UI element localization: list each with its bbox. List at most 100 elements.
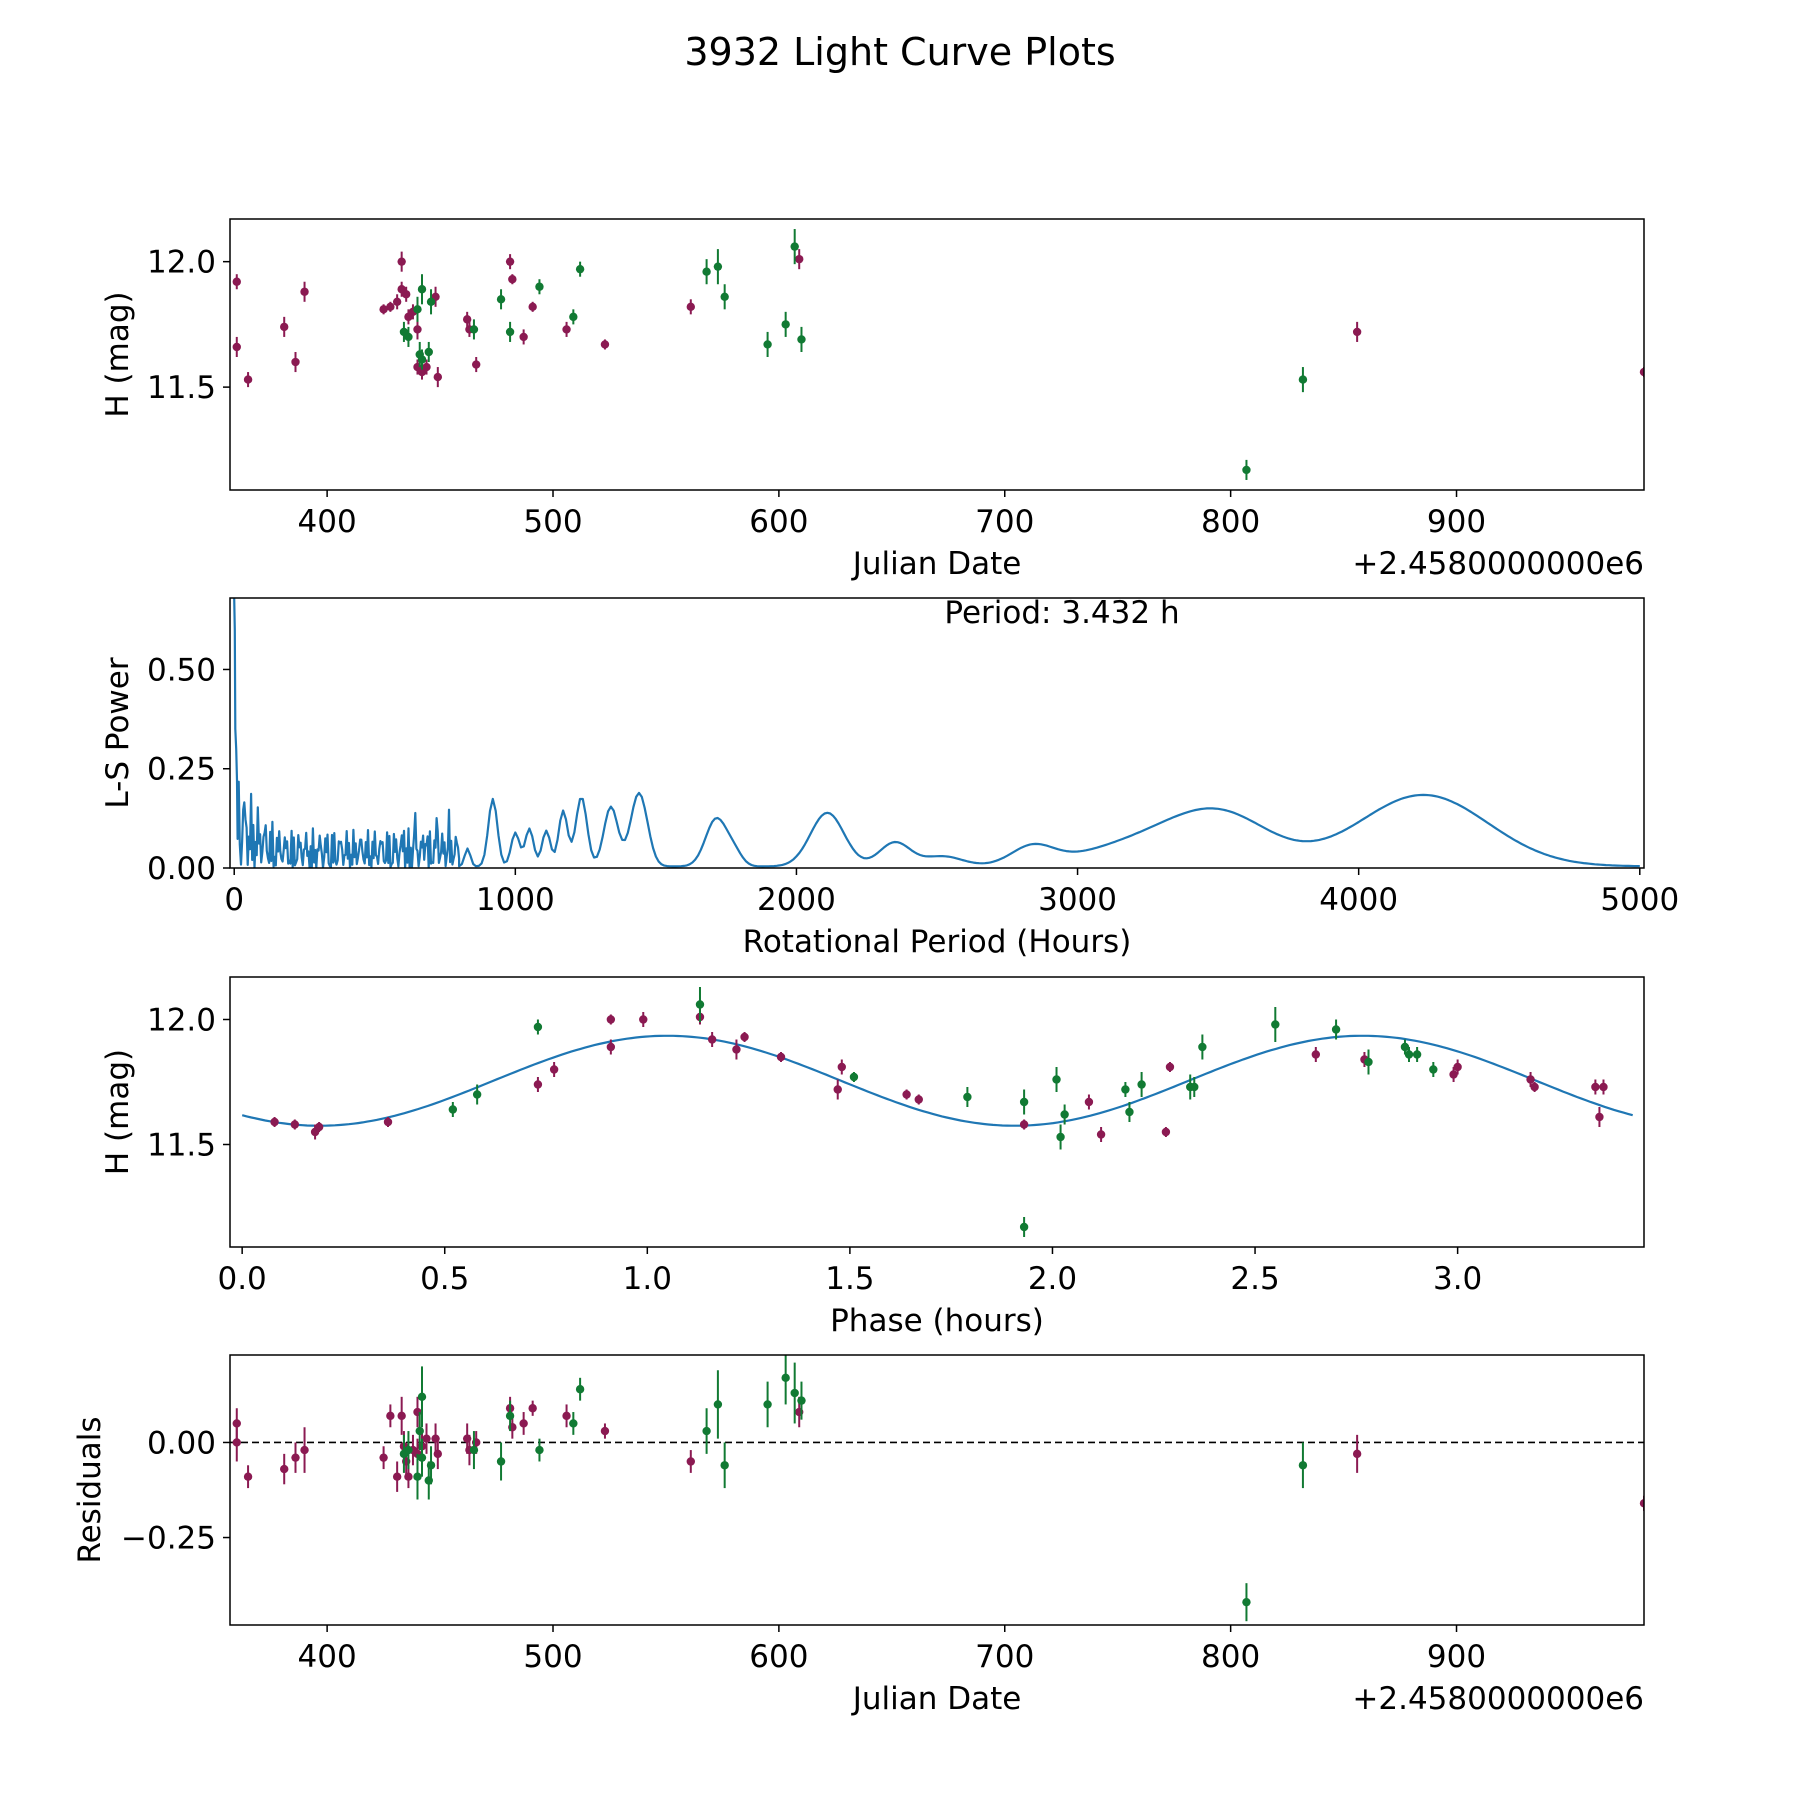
g-data-point [1412,1050,1422,1059]
period-annotation: Period: 3.432 h [944,595,1179,631]
r-data-point [1595,1112,1604,1122]
r-data-point [383,1117,393,1127]
r-data-point [837,1062,846,1072]
r-data-point [433,1449,443,1459]
figure-title: 3932 Light Curve Plots [684,30,1115,74]
r-data-point [386,1411,395,1421]
periodogram-data [233,598,1640,868]
r-data-point [639,1015,648,1024]
g-data-point [496,1457,506,1466]
lightcurve-frame [229,218,1645,491]
r-data-point [291,357,300,367]
periodogram-frame [229,597,1645,869]
r-data-point [386,302,395,312]
x-tick-label: 900 [1427,1639,1486,1675]
r-data-point [280,1464,289,1474]
y-tick-label: −0.25 [121,1521,216,1557]
r-data-point [508,275,517,284]
residuals-frame [229,1354,1645,1626]
y-tick-label: 0.50 [147,652,216,688]
r-data-point [422,362,431,372]
x-tick-label: 500 [523,1639,582,1675]
g-data-point [702,267,711,276]
r-data-point [1639,1499,1644,1508]
g-data-point [781,320,790,329]
g-data-point [713,262,723,271]
r-data-point [519,332,528,342]
g-data-point [763,340,772,349]
x-tick-label: 3.0 [1433,1261,1482,1297]
x-tick-label: 2.0 [1028,1261,1077,1297]
x-tick-label: 1.0 [623,1261,672,1297]
g-data-point [469,1445,479,1455]
r-data-point [776,1052,786,1062]
r-data-point [290,1120,300,1129]
r-data-point [462,315,472,324]
x-tick-label: 500 [523,504,582,540]
g-data-point [1298,375,1308,384]
x-offset-label: +2.4580000000e6 [1352,1681,1644,1717]
lightcurve-data [232,229,1644,480]
g-data-point [1125,1107,1134,1117]
g-data-point [424,347,433,357]
r-data-point [291,1453,300,1462]
r-data-point [1526,1075,1535,1084]
g-data-point [426,1461,436,1470]
x-axis-label: Julian Date [851,546,1022,582]
g-data-point [1190,1082,1199,1092]
r-data-point [533,1080,543,1089]
x-tick-label: 700 [975,504,1034,540]
r-data-point [528,1404,537,1413]
r-data-point [1352,327,1362,337]
x-axis-label: Julian Date [851,1681,1022,1717]
power-series-line [233,598,1640,868]
g-data-point [797,1396,806,1405]
x-tick-label: 4000 [1319,882,1398,918]
r-data-point [280,322,289,332]
x-tick-label: 900 [1427,504,1486,540]
x-offset-label: +2.4580000000e6 [1352,546,1644,582]
g-data-point [963,1092,972,1102]
g-data-point [1198,1042,1207,1052]
phased-frame [229,976,1645,1248]
x-tick-label: 2.5 [1230,1261,1279,1297]
y-tick-label: 12.0 [147,1003,216,1039]
r-data-point [397,257,406,266]
r-data-point [1639,367,1644,377]
r-data-point [270,1117,279,1127]
g-data-point [797,335,806,344]
r-data-point [562,325,571,334]
r-data-point [562,1411,571,1421]
r-data-point [1599,1082,1608,1092]
g-data-point [1404,1050,1414,1059]
r-data-point [300,1445,309,1455]
g-data-point [1271,1020,1280,1029]
g-data-point [790,242,799,251]
g-data-point [1242,1597,1251,1607]
y-axis-label: H (mag) [100,1049,136,1175]
r-data-point [1449,1070,1458,1079]
g-data-point [1019,1222,1029,1232]
r-data-point [232,277,241,286]
r-data-point [401,290,411,299]
g-data-point [695,1000,705,1009]
r-data-point [300,287,309,296]
x-tick-label: 600 [749,1639,808,1675]
r-data-point [472,360,481,369]
r-data-point [606,1015,616,1024]
r-data-point [600,1426,610,1436]
r-data-point [1161,1127,1171,1137]
g-data-point [1056,1132,1065,1142]
r-data-point [404,1472,413,1481]
r-data-point [740,1032,749,1042]
g-data-point [505,327,515,337]
y-tick-label: 0.00 [147,1425,216,1461]
g-data-point [496,295,506,304]
g-data-point [413,305,422,314]
g-data-point [404,332,413,342]
r-data-point [1084,1097,1094,1107]
r-data-point [232,1438,241,1447]
y-tick-label: 11.5 [147,370,216,406]
g-data-point [720,1461,729,1470]
